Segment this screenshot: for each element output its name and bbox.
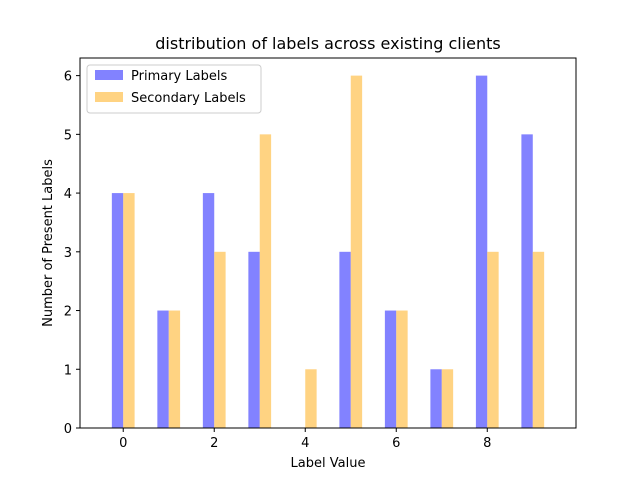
x-tick-label-6: 6 xyxy=(392,436,400,451)
legend-swatch-secondary xyxy=(95,92,123,102)
bar-primary-5 xyxy=(339,251,351,428)
plot-frame xyxy=(79,57,577,429)
x-tick-label-8: 8 xyxy=(483,436,491,451)
legend-label-primary: Primary Labels xyxy=(131,69,227,84)
bar-secondary-5 xyxy=(350,75,363,429)
y-axis-label: Number of Present Labels xyxy=(41,159,56,327)
y-tick-label-2: 2 xyxy=(64,305,72,320)
bar-secondary-3 xyxy=(259,134,272,428)
bar-primary-7 xyxy=(430,369,442,428)
bar-primary-8 xyxy=(475,75,488,429)
bar-primary-9 xyxy=(521,134,533,428)
y-axis-ticks: 0 1 2 3 4 5 6 xyxy=(64,70,80,437)
bars-layer xyxy=(111,75,545,429)
bar-secondary-9 xyxy=(532,251,545,428)
legend-swatch-primary xyxy=(95,70,123,80)
x-tick-label-0: 0 xyxy=(119,436,127,451)
x-axis-ticks: 0 2 4 6 8 xyxy=(119,428,491,451)
y-tick-label-4: 4 xyxy=(64,187,72,202)
y-tick-label-1: 1 xyxy=(64,363,72,378)
bar-secondary-6 xyxy=(396,310,408,428)
bar-primary-6 xyxy=(384,310,397,428)
bar-secondary-1 xyxy=(168,310,181,428)
y-tick-label-0: 0 xyxy=(64,422,72,437)
y-tick-label-3: 3 xyxy=(64,246,72,261)
bar-primary-3 xyxy=(248,251,260,428)
bar-primary-1 xyxy=(157,310,169,428)
bar-primary-2 xyxy=(202,193,215,428)
bar-secondary-0 xyxy=(123,193,135,428)
bar-secondary-4 xyxy=(305,369,317,428)
chart-title: distribution of labels across existing c… xyxy=(155,34,500,53)
x-axis-label: Label Value xyxy=(291,456,366,471)
bar-secondary-8 xyxy=(487,251,499,428)
legend-frame xyxy=(86,64,262,114)
legend: Primary Labels Secondary Labels xyxy=(86,64,262,114)
x-tick-label-4: 4 xyxy=(301,436,309,451)
bar-secondary-2 xyxy=(214,251,226,428)
bar-secondary-7 xyxy=(441,369,454,428)
bar-primary-0 xyxy=(111,193,124,428)
y-tick-label-5: 5 xyxy=(64,128,72,143)
legend-label-secondary: Secondary Labels xyxy=(131,91,246,106)
x-tick-label-2: 2 xyxy=(210,436,218,451)
y-tick-label-6: 6 xyxy=(64,70,72,85)
